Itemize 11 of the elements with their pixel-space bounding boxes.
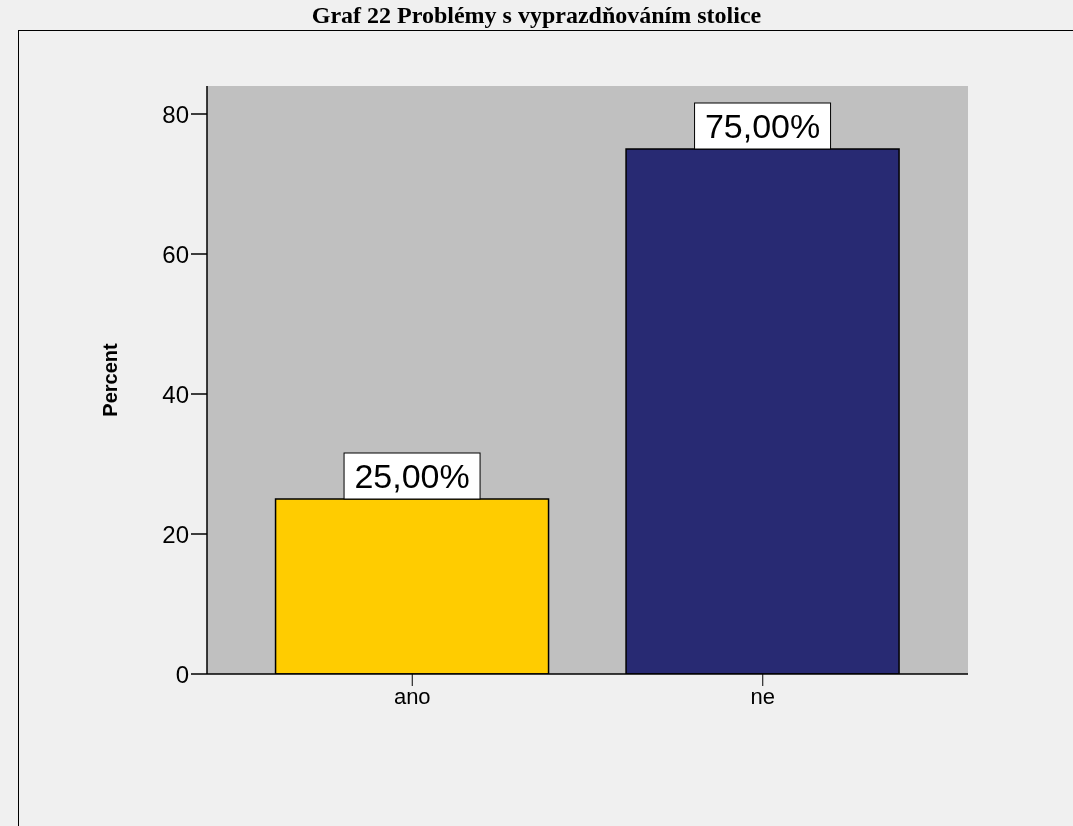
y-tick-label: 20	[162, 520, 189, 548]
data-label: 25,00%	[354, 457, 470, 495]
y-tick-label: 40	[162, 380, 189, 408]
chart-title: Graf 22 Problémy s vyprazdňováním stolice	[310, 2, 763, 29]
data-label: 75,00%	[704, 107, 821, 145]
x-tick-label: ano	[393, 683, 431, 709]
y-axis-title: Percent	[99, 342, 122, 417]
y-tick-label: 0	[175, 660, 189, 688]
y-tick-label: 80	[162, 100, 189, 128]
y-tick-label: 60	[162, 240, 189, 268]
x-tick-label: ne	[750, 683, 775, 709]
